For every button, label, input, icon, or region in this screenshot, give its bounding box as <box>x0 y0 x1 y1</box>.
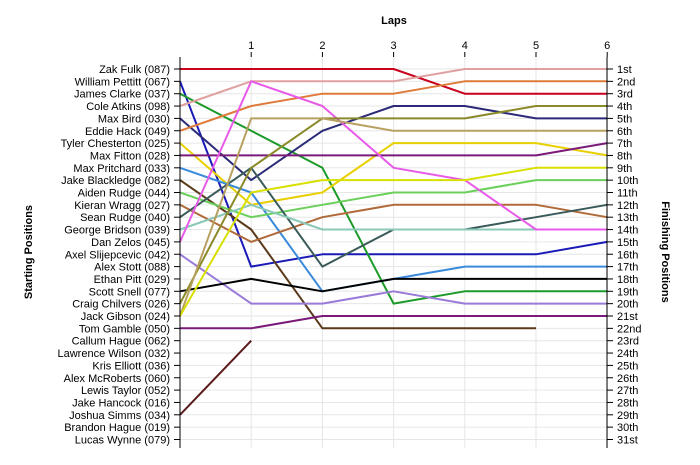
finish-position-label: 23rd <box>617 336 639 348</box>
finish-position-label: 5th <box>617 113 632 125</box>
finish-position-label: 18th <box>617 274 638 286</box>
starting-position-labels: Zak Fulk (087)William Pettitt (067)James… <box>58 64 180 447</box>
finish-position-label: 12th <box>617 200 638 212</box>
start-position-label: George Bridson (039) <box>64 225 170 237</box>
start-position-label: Joshua Simms (034) <box>69 410 170 422</box>
finish-position-label: 31st <box>617 435 638 447</box>
series-line-20 <box>179 117 608 317</box>
finish-position-label: 21st <box>617 311 638 323</box>
finish-position-label: 16th <box>617 249 638 261</box>
series-lines <box>179 68 608 416</box>
series-line-12 <box>179 203 608 243</box>
series-line-21 <box>179 166 608 317</box>
finish-position-label: 6th <box>617 126 632 138</box>
lap-tick-label: 5 <box>533 40 539 52</box>
start-position-label: Lewis Taylor (052) <box>81 385 170 397</box>
finish-position-label: 10th <box>617 175 638 187</box>
start-position-label: Lawrence Wilson (032) <box>58 348 171 360</box>
finish-position-label: 22nd <box>617 323 641 335</box>
finish-position-label: 2nd <box>617 76 635 88</box>
finish-position-label: 26th <box>617 373 638 385</box>
finish-position-label: 4th <box>617 101 632 113</box>
finish-position-label: 30th <box>617 422 638 434</box>
start-position-label: Max Pritchard (033) <box>73 163 170 175</box>
y-axis-title-left: Starting Positions <box>23 205 35 299</box>
lap-tick-label: 3 <box>391 40 397 52</box>
start-position-label: Sean Rudge (040) <box>80 212 170 224</box>
axes <box>179 57 608 448</box>
start-position-label: Craig Chilvers (026) <box>72 299 170 311</box>
series-line-11 <box>179 179 608 219</box>
start-position-label: Tyler Chesterton (025) <box>61 138 170 150</box>
y-axis-title-right: Finishing Positions <box>659 201 671 302</box>
start-position-label: Max Fitton (028) <box>90 150 170 162</box>
finish-position-label: 3rd <box>617 89 633 101</box>
start-position-label: Alex McRoberts (060) <box>64 373 170 385</box>
finish-position-label: 15th <box>617 237 638 249</box>
start-position-label: Tom Gamble (050) <box>79 323 170 335</box>
series-line-6 <box>179 80 608 132</box>
start-position-label: Kieran Wragg (027) <box>74 200 170 212</box>
start-position-label: Jack Gibson (024) <box>81 311 170 323</box>
lap-tick-label: 1 <box>248 40 254 52</box>
lap-tick-labels: 1 2 3 4 5 6 <box>248 40 610 57</box>
start-position-label: Ethan Pitt (029) <box>94 274 170 286</box>
start-position-label: Eddie Hack (049) <box>85 126 170 138</box>
start-position-label: Lucas Wynne (079) <box>75 435 170 447</box>
start-position-label: Zak Fulk (087) <box>99 64 170 76</box>
start-position-label: Callum Hague (062) <box>72 336 170 348</box>
finish-position-label: 9th <box>617 163 632 175</box>
start-position-label: Alex Stott (088) <box>94 262 170 274</box>
finish-position-label: 25th <box>617 360 638 372</box>
start-position-label: Brandon Hague (019) <box>64 422 170 434</box>
start-position-label: Jake Hancock (016) <box>72 397 170 409</box>
lap-tick-label: 4 <box>462 40 468 52</box>
series-line-1 <box>180 68 608 95</box>
start-position-label: Cole Atkins (098) <box>86 101 170 113</box>
finish-position-label: 13th <box>617 212 638 224</box>
start-position-label: Jake Blackledge (082) <box>61 175 170 187</box>
finish-position-label: 24th <box>617 348 638 360</box>
start-position-label: Max Bird (030) <box>98 113 170 125</box>
series-line-19 <box>179 105 608 305</box>
finish-position-label: 27th <box>617 385 638 397</box>
start-position-label: Aiden Rudge (044) <box>78 188 170 200</box>
lap-tick-label: 6 <box>604 40 610 52</box>
series-line-3 <box>179 92 608 305</box>
finish-position-label: 11th <box>617 188 638 200</box>
series-line-16 <box>179 253 608 305</box>
finish-position-label: 17th <box>617 262 638 274</box>
series-line-18 <box>179 277 608 293</box>
series-line-2 <box>179 80 608 268</box>
finishing-position-labels: 1st2nd3rd4th5th6th7th8th9th10th11th12th1… <box>607 64 641 447</box>
finish-position-label: 29th <box>617 410 638 422</box>
finish-position-label: 7th <box>617 138 632 150</box>
start-position-label: Dan Zelos (045) <box>91 237 170 249</box>
finish-position-label: 20th <box>617 299 638 311</box>
series-line-15 <box>179 80 608 243</box>
series-line-22 <box>179 340 252 416</box>
series-line-5 <box>179 105 608 182</box>
start-position-label: William Pettitt (067) <box>75 76 170 88</box>
lap-tick-label: 2 <box>319 40 325 52</box>
start-position-label: Kris Elliott (036) <box>92 360 170 372</box>
x-axis-title: Laps <box>381 15 407 27</box>
start-position-label: James Clarke (037) <box>74 89 170 101</box>
finish-position-label: 19th <box>617 286 638 298</box>
series-line-8 <box>180 142 608 157</box>
finish-position-label: 1st <box>617 64 632 76</box>
series-line-17 <box>180 315 608 330</box>
start-position-label: Scott Snell (077) <box>89 286 170 298</box>
finish-position-label: 28th <box>617 397 638 409</box>
finish-position-label: 8th <box>617 150 632 162</box>
series-line-10 <box>179 179 536 330</box>
start-position-label: Axel Slijepcevic (042) <box>65 249 170 261</box>
finish-position-label: 14th <box>617 225 638 237</box>
